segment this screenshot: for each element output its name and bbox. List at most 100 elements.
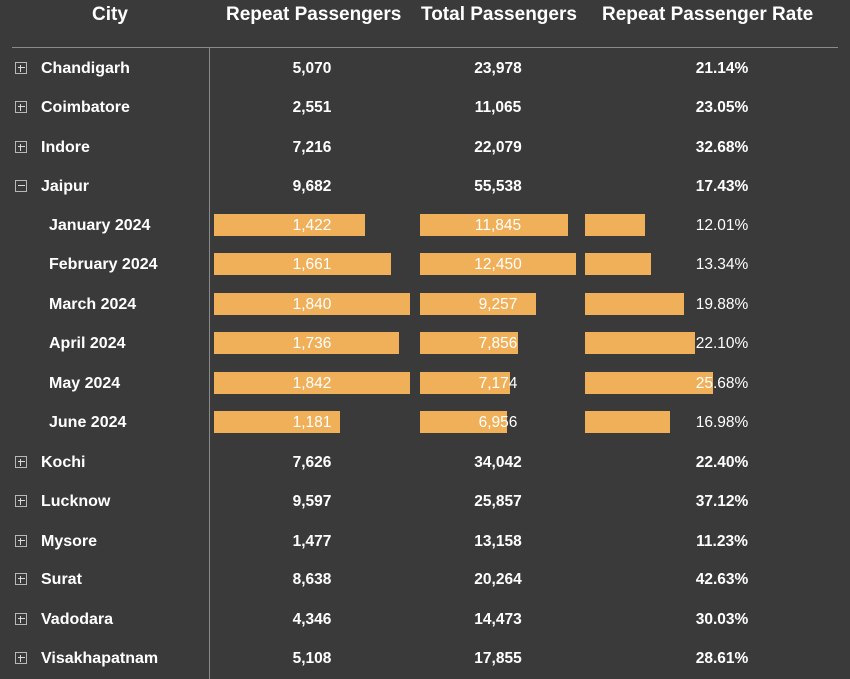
plus-square-icon[interactable]: [15, 101, 27, 113]
column-header-total-passengers[interactable]: Total Passengers: [421, 4, 577, 25]
total-cell: 34,042: [474, 454, 522, 471]
table-row: Coimbatore 2,551 11,065 23.05%: [0, 90, 850, 128]
city-label: Visakhapatnam: [41, 650, 159, 667]
total-cell: 7,174: [478, 375, 518, 392]
repeat-cell: 5,108: [292, 650, 332, 667]
rate-cell: 23.05%: [695, 99, 749, 116]
month-label: April 2024: [49, 335, 126, 352]
total-cell: 7,856: [478, 335, 518, 352]
repeat-cell: 1,842: [292, 375, 332, 392]
table-subrow: May 2024 1,842 7,174 25.68%: [0, 366, 850, 404]
plus-square-icon[interactable]: [15, 495, 27, 507]
repeat-cell: 5,070: [292, 60, 332, 77]
repeat-bar: [214, 372, 410, 394]
month-label: May 2024: [49, 375, 121, 392]
rate-bar: [585, 253, 651, 275]
table-row: Lucknow 9,597 25,857 37.12%: [0, 484, 850, 522]
table-row: Vadodara 4,346 14,473 30.03%: [0, 602, 850, 640]
repeat-cell: 9,597: [292, 493, 332, 510]
table-subrow: March 2024 1,840 9,257 19.88%: [0, 287, 850, 325]
total-cell: 12,450: [474, 256, 522, 273]
repeat-cell: 1,661: [292, 256, 332, 273]
rate-cell: 12.01%: [695, 217, 749, 234]
total-bar: [420, 214, 568, 236]
table-subrow: June 2024 1,181 6,956 16.98%: [0, 405, 850, 443]
repeat-cell: 7,626: [292, 454, 332, 471]
total-cell: 20,264: [474, 571, 522, 588]
rate-bar: [585, 293, 684, 315]
plus-square-icon[interactable]: [15, 456, 27, 468]
month-label: February 2024: [49, 256, 158, 273]
rate-cell: 21.14%: [695, 60, 749, 77]
rate-cell: 25.68%: [695, 375, 749, 392]
repeat-cell: 7,216: [292, 139, 332, 156]
total-bar: [420, 372, 510, 394]
month-label: June 2024: [49, 414, 127, 431]
repeat-cell: 9,682: [292, 178, 332, 195]
city-label: Indore: [41, 139, 90, 156]
repeat-bar: [214, 214, 365, 236]
plus-square-icon[interactable]: [15, 573, 27, 585]
plus-square-icon[interactable]: [15, 652, 27, 664]
plus-square-icon[interactable]: [15, 535, 27, 547]
rate-cell: 19.88%: [695, 296, 749, 313]
city-label: Jaipur: [41, 178, 90, 195]
table-subrow: January 2024 1,422 11,845 12.01%: [0, 208, 850, 246]
month-label: January 2024: [49, 217, 151, 234]
rate-bar: [585, 411, 670, 433]
total-cell: 9,257: [478, 296, 518, 313]
rate-cell: 11.23%: [696, 533, 748, 550]
minus-square-icon[interactable]: [15, 180, 27, 192]
city-label: Chandigarh: [41, 60, 130, 77]
total-cell: 14,473: [474, 611, 522, 628]
total-bar: [420, 332, 518, 354]
plus-square-icon[interactable]: [15, 613, 27, 625]
plus-square-icon[interactable]: [15, 141, 27, 153]
rate-cell: 22.40%: [695, 454, 749, 471]
city-label: Vadodara: [41, 611, 114, 628]
repeat-cell: 8,638: [292, 571, 332, 588]
total-cell: 25,857: [474, 493, 522, 510]
plus-square-icon[interactable]: [15, 62, 27, 74]
month-label: March 2024: [49, 296, 137, 313]
repeat-bar: [214, 293, 410, 315]
city-label: Mysore: [41, 533, 98, 550]
repeat-cell: 2,551: [292, 99, 332, 116]
repeat-cell: 1,477: [292, 533, 332, 550]
column-header-repeat-passengers[interactable]: Repeat Passengers: [226, 4, 402, 25]
table-row: Jaipur 9,682 55,538 17.43%: [0, 169, 850, 207]
rate-cell: 42.63%: [695, 571, 749, 588]
city-label: Coimbatore: [41, 99, 130, 116]
column-header-city[interactable]: City: [92, 4, 128, 25]
city-label: Lucknow: [41, 493, 111, 510]
table-subrow: April 2024 1,736 7,856 22.10%: [0, 326, 850, 364]
column-header-repeat-passenger-rate[interactable]: Repeat Passenger Rate: [602, 4, 814, 25]
row-header-divider: [209, 48, 210, 679]
rate-cell: 37.12%: [695, 493, 749, 510]
total-cell: 17,855: [474, 650, 522, 667]
rate-bar: [585, 372, 713, 394]
repeat-bar: [214, 332, 399, 354]
table-row: Surat 8,638 20,264 42.63%: [0, 562, 850, 600]
total-cell: 11,065: [474, 99, 522, 116]
total-bar: [420, 411, 507, 433]
repeat-cell: 1,736: [292, 335, 332, 352]
rate-cell: 28.61%: [695, 650, 749, 667]
header-divider: [12, 47, 838, 48]
repeat-bar: [214, 253, 391, 275]
repeat-cell: 1,422: [292, 217, 332, 234]
rate-cell: 16.98%: [695, 414, 749, 431]
rate-bar: [585, 332, 695, 354]
city-label: Surat: [41, 571, 82, 588]
rate-cell: 17.43%: [695, 178, 749, 195]
total-cell: 11,845: [474, 217, 522, 234]
city-label: Kochi: [41, 454, 86, 471]
rate-cell: 30.03%: [695, 611, 749, 628]
repeat-cell: 1,181: [292, 414, 332, 431]
repeat-cell: 4,346: [292, 611, 332, 628]
rate-bar: [585, 214, 645, 236]
total-cell: 22,079: [474, 139, 522, 156]
table-row: Mysore 1,477 13,158 11.23%: [0, 524, 850, 562]
table-row: Kochi 7,626 34,042 22.40%: [0, 445, 850, 483]
